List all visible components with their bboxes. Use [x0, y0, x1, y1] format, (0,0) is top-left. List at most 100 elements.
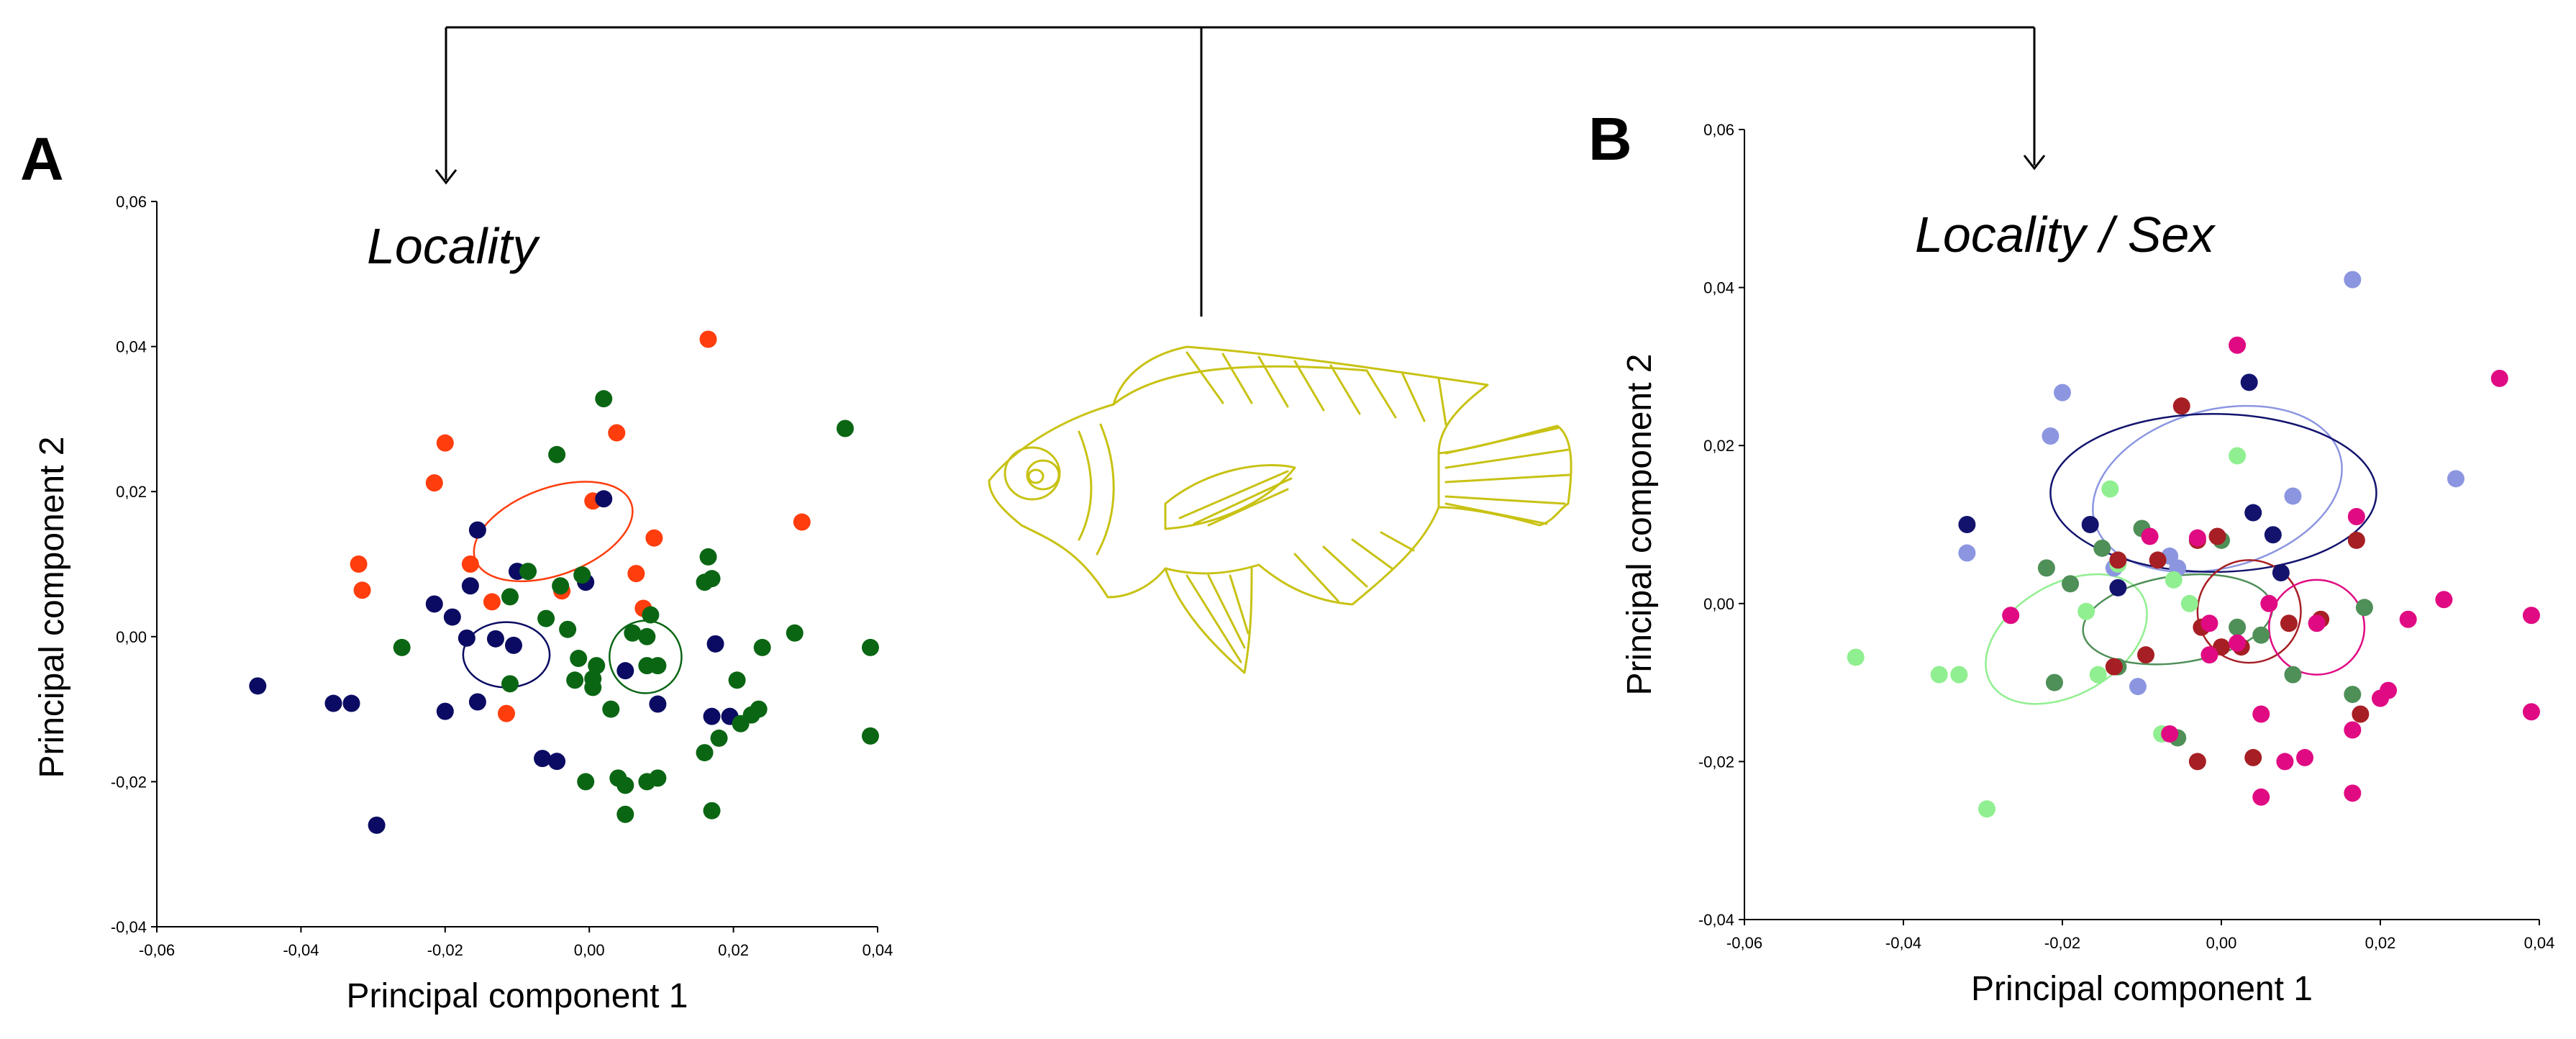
panel-b-x-tick-label: 0,02 [2365, 934, 2396, 952]
panel-a-series-2-point [732, 714, 750, 732]
panel-b-series-5-point [2490, 369, 2508, 387]
panel-b-series-5-point [2229, 336, 2247, 354]
panel-a-series-2-point [566, 671, 584, 689]
panel-a-series-1-point [504, 636, 522, 654]
panel-b-series-3-point [2252, 626, 2270, 644]
panel-a-series-1-point [706, 635, 724, 653]
panel-a-series-1-point [486, 630, 504, 648]
panel-a-x-tick-label: -0,04 [283, 941, 319, 959]
panel-a-y-tick-label: 0,00 [116, 628, 147, 646]
panel-a-series-0-point [608, 424, 626, 442]
panel-b-series-5-point [2141, 527, 2159, 545]
panel-a-series-2-point [753, 638, 771, 656]
panel-a-series-1-point [468, 521, 486, 539]
panel-a-series-2-point [559, 620, 577, 638]
panel-b-y-tick-label: -0,02 [1698, 753, 1734, 771]
panel-a-series-2-point [710, 729, 728, 747]
panel-a-series-1-point [595, 490, 613, 508]
panel-b-series-0-point [2054, 384, 2071, 401]
panel-a-series-2-point [588, 657, 606, 675]
panel-b-x-tick-label: -0,04 [1885, 934, 1921, 952]
panel-a-series-2-point [638, 773, 656, 791]
panel-a-series-2-point [602, 700, 620, 718]
panel-a-series-0-point [483, 593, 501, 611]
panel-b-series-1-point [2272, 563, 2290, 581]
panel-a-series-2-point [861, 638, 879, 656]
panel-a-series-2-point [519, 563, 537, 581]
panel-a-series-2-point [696, 744, 714, 762]
panel-b-series-2-point [2077, 602, 2095, 620]
panel-b-series-0-point [2447, 470, 2465, 488]
panel-a-y-tick-label: 0,06 [116, 193, 147, 211]
panel-b-series-2-point [2101, 480, 2119, 498]
panel-a-series-1-point [649, 695, 667, 713]
connector-bracket [434, 26, 2046, 317]
panel-b-series-3-point [2093, 539, 2111, 557]
panel-b-series-5-point [2002, 607, 2020, 625]
panel-b-series-1-ellipse [2049, 413, 2377, 573]
panel-a-series-1-point [534, 750, 552, 768]
panel-b-x-tick-label: 0,00 [2206, 934, 2237, 952]
panel-b-series-1-point [2264, 526, 2282, 544]
panel-a-series-2-point [595, 390, 613, 408]
panel-a-series-2-point [696, 573, 714, 591]
panel-b-series-3-point [2062, 575, 2080, 593]
panel-a-series-1-point [461, 577, 479, 595]
panel-b-series-1-point [1958, 516, 1976, 533]
panel-b-series-2-ellipse [1985, 573, 2148, 705]
panel-b-series-5-point [2200, 646, 2218, 664]
panel-b-series-1-point [2244, 504, 2262, 522]
panel-b-y-axis-title: Principal component 2 [1621, 354, 1659, 696]
panel-a-x-tick-label: -0,02 [427, 941, 463, 959]
panel-a-series-2-point [750, 700, 768, 718]
panel-b-series-4-point [2109, 551, 2127, 569]
panel-a-series-2-point [501, 588, 519, 606]
panel-a-series-2-point [609, 769, 627, 787]
panel-b-series-3-point [2037, 559, 2055, 577]
panel-b-series-5-point [2344, 721, 2362, 739]
panel-a-series-0-point [353, 581, 371, 599]
panel-b-y-tick-label: 0,02 [1703, 437, 1734, 455]
panel-a-series-1-point [324, 694, 342, 712]
panel-a-x-tick-label: 0,00 [574, 941, 605, 959]
panel-a-series-2-point [624, 624, 642, 642]
panel-a-series-2-point [577, 773, 595, 791]
panel-b-series-1-point [2081, 516, 2099, 533]
panel-b-series-5-point [2229, 634, 2247, 652]
panel-a-series-2-point [552, 577, 570, 595]
panel-a-series-1-point [616, 662, 634, 680]
panel-b-series-0-point [2042, 427, 2060, 445]
panel-b-series-4-point [2149, 551, 2167, 569]
panel-a-series-2-point [570, 650, 588, 668]
panel-b-series-5-point [2308, 614, 2326, 632]
panel-b-series-5-point [2372, 689, 2389, 707]
panel-b-y-tick-label: 0,06 [1703, 121, 1734, 139]
panel-b-series-4-point [2172, 397, 2190, 415]
panel-a-series-1-point [468, 693, 486, 711]
panel-b-title: Locality / Sex [1915, 207, 2216, 263]
panel-b-series-5-point [2399, 610, 2417, 628]
panel-b-series-3-point [2229, 618, 2247, 636]
panel-b-series-5-point [2522, 607, 2540, 625]
panel-a-letter: A [20, 125, 64, 193]
panel-a-series-2-point [699, 548, 717, 566]
panel-b-y-tick-label: 0,04 [1703, 279, 1734, 297]
panel-a-series-0-point [436, 434, 454, 452]
panel-a-series-1-point [368, 816, 386, 834]
panel-a-series-1-point [342, 694, 360, 712]
panel-a-series-2-point [642, 606, 660, 624]
panel-b-series-1-point [2109, 579, 2127, 596]
panel-a-series-0-point [645, 529, 663, 547]
panel-b-x-tick-label: -0,02 [2044, 934, 2080, 952]
panel-b-series-5-point [2188, 529, 2206, 547]
panel-a-series-0-point [461, 555, 479, 573]
panel-b-series-2-point [2165, 571, 2183, 589]
panel-b-series-5-point [2161, 725, 2179, 743]
panel-b-series-4-point [2105, 658, 2123, 676]
panel-a-series-1-point [425, 595, 443, 613]
panel-a-series-2-point [786, 624, 804, 642]
panel-b-series-4-point [2188, 753, 2206, 771]
panel-b-series-3-point [2045, 673, 2063, 691]
panel-b-series-5-point [2296, 748, 2314, 766]
